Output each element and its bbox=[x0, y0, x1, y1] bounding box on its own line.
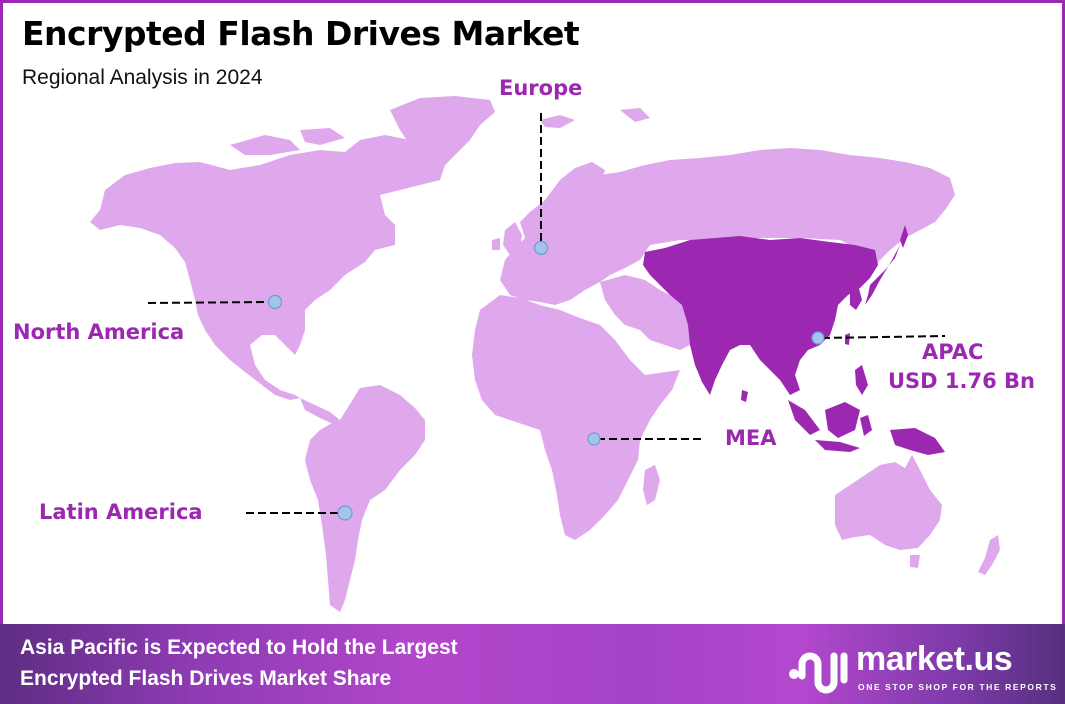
latin-america-marker bbox=[337, 505, 353, 521]
region-markers bbox=[267, 240, 825, 521]
label-apac-value: USD 1.76 Bn bbox=[888, 369, 1035, 393]
mea-marker bbox=[587, 432, 601, 446]
north-america-leader bbox=[147, 301, 271, 304]
label-mea: MEA bbox=[725, 426, 777, 450]
world-map bbox=[90, 96, 1000, 612]
greenland-shape bbox=[390, 96, 495, 175]
highlighted-region-apac bbox=[643, 225, 945, 455]
page-subtitle: Regional Analysis in 2024 bbox=[22, 66, 263, 89]
label-north-america: North America bbox=[13, 320, 185, 344]
label-apac: APAC bbox=[922, 340, 984, 364]
australia-shape bbox=[835, 455, 942, 550]
europe-marker bbox=[533, 240, 549, 256]
north-america-shape bbox=[90, 135, 445, 400]
footer-banner: Asia Pacific is Expected to Hold the Lar… bbox=[0, 624, 1065, 704]
apac-marker bbox=[811, 331, 825, 345]
market-us-logo: market.us ONE STOP SHOP FOR THE REPORTS bbox=[786, 638, 1056, 698]
apac-mainland-shape bbox=[643, 236, 878, 395]
label-latin-america: Latin America bbox=[39, 500, 203, 524]
eurasia-shape bbox=[500, 148, 955, 305]
label-europe: Europe bbox=[499, 76, 583, 100]
south-america-shape bbox=[305, 385, 425, 612]
logo-name: market.us bbox=[856, 640, 1013, 678]
leader-lines bbox=[147, 113, 946, 514]
north-america-marker bbox=[267, 294, 283, 310]
apac-leader bbox=[821, 335, 946, 339]
logo-tagline: ONE STOP SHOP FOR THE REPORTS bbox=[858, 682, 1058, 692]
africa-shape bbox=[472, 295, 680, 540]
non-highlighted-regions bbox=[90, 96, 1000, 612]
footer-line-2: Encrypted Flash Drives Market Share bbox=[20, 667, 392, 690]
page-title: Encrypted Flash Drives Market bbox=[22, 14, 580, 53]
market-us-logo-icon bbox=[789, 652, 848, 694]
footer-text: Asia Pacific is Expected to Hold the Lar… bbox=[20, 632, 458, 694]
footer-line-1: Asia Pacific is Expected to Hold the Lar… bbox=[20, 636, 458, 659]
